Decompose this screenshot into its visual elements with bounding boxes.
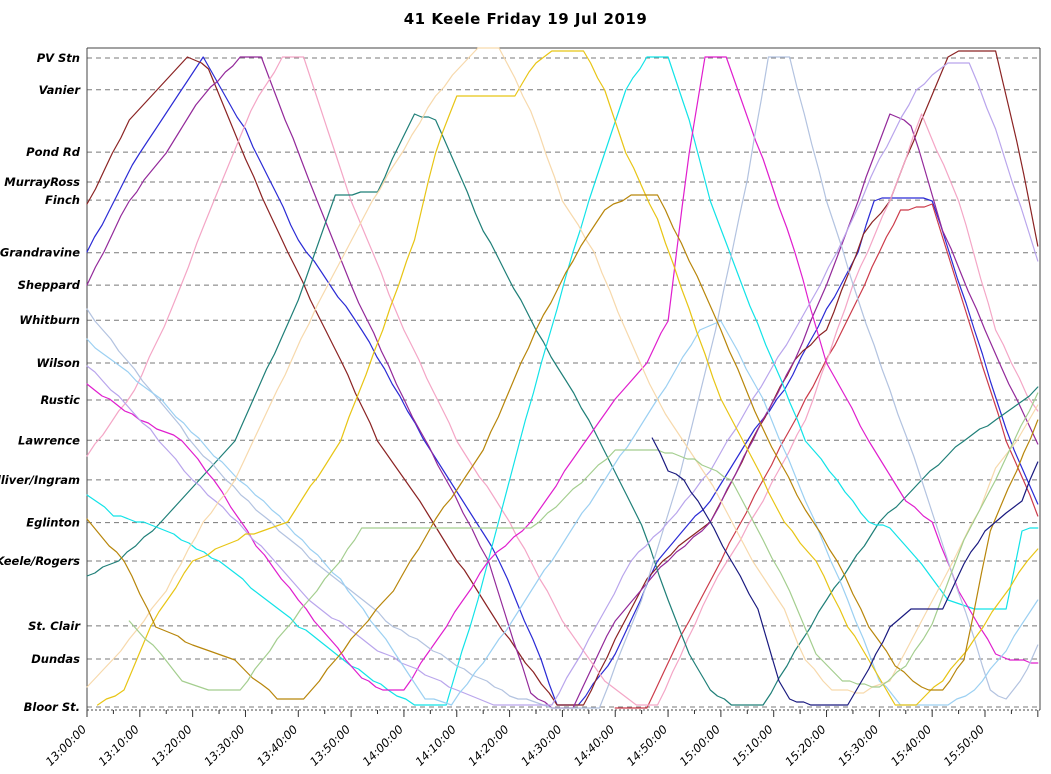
- x-tick-label: 14:40:00: [571, 722, 617, 768]
- trajectory-run-11: [86, 320, 1039, 706]
- trajectory-run-15: [128, 392, 1039, 691]
- trajectory-run-12: [96, 50, 1039, 706]
- stop-label: Whitburn: [19, 313, 80, 327]
- x-tick-label: 13:50:00: [307, 722, 353, 768]
- trajectory-run-05: [86, 56, 1039, 706]
- x-tick-label: 15:00:00: [677, 722, 723, 768]
- x-tick-label: 15:50:00: [941, 722, 987, 768]
- stop-label: Bloor St.: [24, 700, 80, 714]
- stop-label: Grandravine: [0, 246, 80, 260]
- chart-title: 41 Keele Friday 19 Jul 2019: [403, 10, 648, 28]
- trajectory-run-06: [86, 113, 1039, 706]
- x-tick-label: 14:20:00: [465, 722, 511, 768]
- trajectory-run-10: [86, 62, 1039, 706]
- trajectory-run-08: [86, 56, 1039, 691]
- trajectory-run-07: [86, 56, 1039, 706]
- stop-label: Finch: [45, 193, 80, 207]
- x-tick-label: 15:10:00: [729, 722, 775, 768]
- trajectory-run-04: [86, 56, 1039, 709]
- trajectory-run-14: [86, 194, 1039, 700]
- trajectory-run-01: [86, 56, 1039, 706]
- x-tick-label: 13:10:00: [96, 722, 142, 768]
- x-tick-label: 14:30:00: [518, 722, 564, 768]
- stop-label: Rustic: [40, 393, 80, 407]
- stop-label: St. Clair: [28, 619, 81, 633]
- trajectory-run-13: [86, 47, 1039, 694]
- trajectory-run-09: [86, 56, 1039, 709]
- x-tick-label: 13:00:00: [43, 722, 89, 768]
- stop-label: Gulliver/Ingram: [0, 473, 80, 487]
- stop-label: Pond Rd: [26, 145, 81, 159]
- x-tick-label: 15:30:00: [835, 722, 881, 768]
- x-tick-label: 14:50:00: [624, 722, 670, 768]
- stop-label: Dundas: [31, 652, 80, 666]
- stop-label: Eglinton: [26, 516, 80, 530]
- x-tick-label: 15:40:00: [888, 722, 934, 768]
- x-tick-label: 14:00:00: [360, 722, 406, 768]
- stop-label: Keele/Rogers: [0, 554, 80, 568]
- x-tick-label: 15:20:00: [782, 722, 828, 768]
- x-tick-label: 13:20:00: [148, 722, 194, 768]
- x-tick-label: 13:30:00: [201, 722, 247, 768]
- stop-label: MurrayRoss: [4, 175, 80, 189]
- stop-label: Lawrence: [18, 433, 80, 447]
- trajectory-run-16: [651, 437, 1039, 706]
- stop-label: Vanier: [39, 83, 82, 97]
- trajectory-run-02: [614, 203, 1039, 709]
- stop-label: Sheppard: [18, 278, 81, 292]
- stop-label: Wilson: [36, 356, 80, 370]
- stop-label: PV Stn: [37, 51, 80, 65]
- x-tick-label: 14:10:00: [412, 722, 458, 768]
- trajectory-run-03: [86, 50, 1039, 706]
- x-tick-label: 13:40:00: [254, 722, 300, 768]
